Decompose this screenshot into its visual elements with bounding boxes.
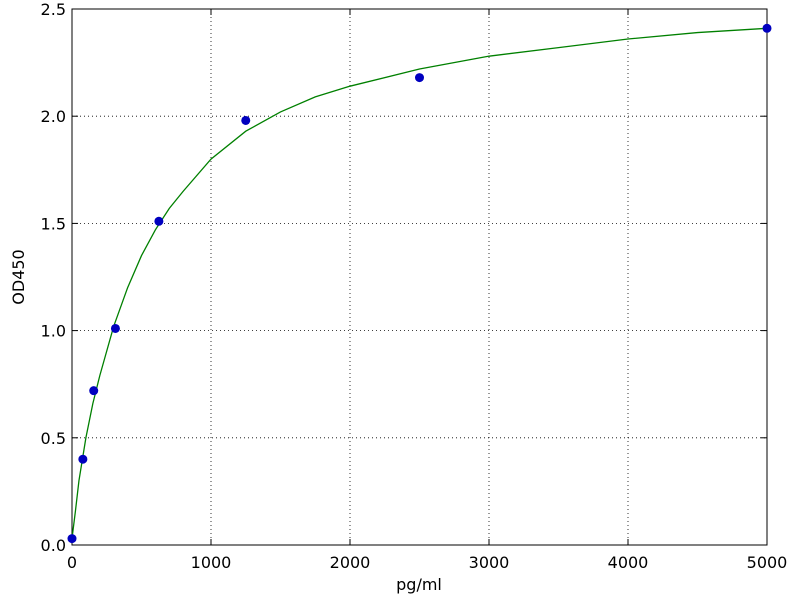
data-point xyxy=(241,115,251,125)
y-tick-label: 1.0 xyxy=(41,322,66,341)
data-point xyxy=(110,323,120,333)
y-tick-label: 2.0 xyxy=(41,107,66,126)
data-point xyxy=(67,534,77,544)
x-tick-label: 2000 xyxy=(330,553,371,572)
x-tick-label: 3000 xyxy=(469,553,510,572)
data-point xyxy=(762,23,772,33)
x-tick-label: 5000 xyxy=(747,553,788,572)
data-point xyxy=(415,73,424,83)
data-point xyxy=(154,216,164,226)
x-tick-label: 0 xyxy=(67,553,77,572)
y-axis-label: OD450 xyxy=(9,249,28,304)
data-point xyxy=(78,454,88,464)
y-tick-label: 2.5 xyxy=(41,0,66,19)
x-axis-label: pg/ml xyxy=(396,575,442,594)
y-tick-label: 0.5 xyxy=(41,429,66,448)
fit-curve xyxy=(71,27,768,539)
plot-frame xyxy=(71,8,768,546)
y-tick-label: 1.5 xyxy=(41,214,66,233)
data-point xyxy=(89,386,99,396)
y-tick-label: 0.0 xyxy=(41,536,66,555)
x-tick-label: 1000 xyxy=(191,553,232,572)
x-tick-label: 4000 xyxy=(608,553,649,572)
